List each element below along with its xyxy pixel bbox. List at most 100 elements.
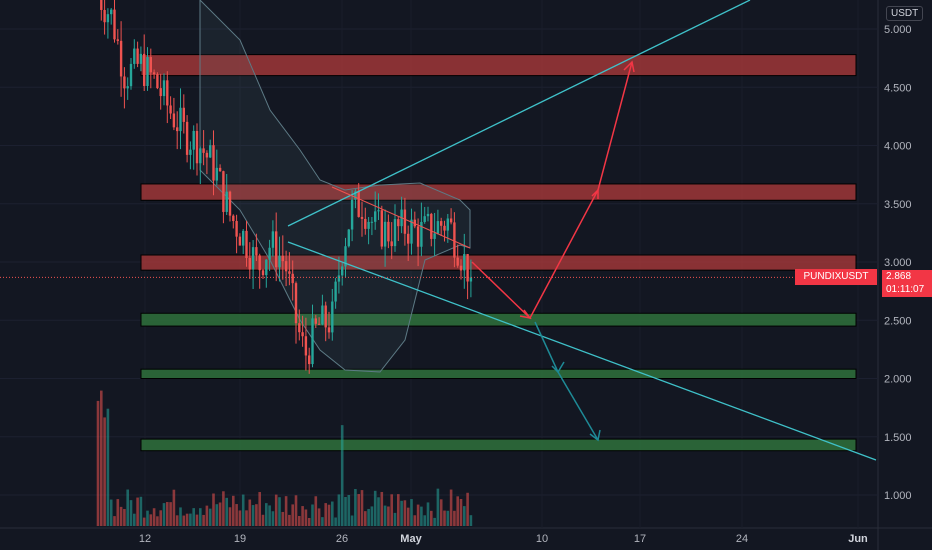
candle-body (449, 218, 453, 223)
candle-body (403, 209, 407, 234)
price-tick-label: 5.000 (884, 24, 912, 36)
date-tick-label: Jun (848, 533, 868, 545)
volume-bar (251, 505, 255, 526)
volume-bar (232, 495, 235, 526)
candle-body (443, 225, 446, 231)
price-tick-label: 4.000 (884, 141, 912, 153)
volume-bar (212, 493, 215, 526)
volume-bar (126, 489, 129, 526)
candle-body (357, 191, 360, 217)
volume-bar (347, 495, 351, 526)
volume-bar (225, 497, 228, 526)
candle-body (433, 233, 436, 239)
trendlines (0, 0, 878, 461)
candle-body (294, 283, 298, 324)
date-tick-label: 17 (634, 533, 646, 545)
volume-bar (218, 502, 222, 526)
volume-bar (284, 496, 288, 526)
date-tick-label: May (400, 533, 422, 545)
resistance-zone (140, 254, 857, 271)
candle-body (456, 257, 459, 266)
volume-bar (142, 517, 146, 526)
candle-body (129, 63, 133, 87)
candle-body (430, 213, 433, 239)
price-tick-label: 4.500 (884, 82, 912, 94)
volume-bar (248, 499, 252, 526)
candle-body (308, 355, 311, 365)
volume-bar (387, 506, 390, 526)
volume-bar (255, 504, 258, 526)
volume-bar (380, 491, 384, 526)
volume-bar (416, 504, 420, 526)
candle-body (238, 236, 242, 246)
band-fill (199, 0, 471, 373)
volume-bar (136, 497, 139, 526)
candle-body (169, 105, 172, 114)
candle-body (337, 275, 341, 282)
candle-body (390, 241, 393, 247)
volume-bar (314, 496, 318, 526)
unit-label[interactable]: USDT (886, 6, 924, 21)
volume-bar (109, 499, 113, 526)
candle-body (218, 167, 222, 172)
candle-body (350, 199, 354, 230)
volume-bar (192, 508, 195, 526)
candle-body (265, 259, 268, 276)
volume-bar (119, 506, 123, 526)
candle-body (255, 247, 258, 256)
candles (100, 0, 473, 374)
candle-body (301, 332, 304, 337)
time-axis[interactable]: 12 19 26 May 10 17 24 Jun (139, 533, 868, 545)
volume-bar (350, 515, 354, 526)
volume-bar (403, 500, 407, 526)
candle-body (374, 211, 377, 222)
candle-body (317, 323, 321, 325)
candle-body (334, 281, 337, 302)
candle-body (377, 210, 380, 212)
candle-body (420, 221, 423, 247)
volume-bar (156, 516, 159, 526)
volume-bar (261, 514, 265, 526)
volume-bar (189, 513, 192, 526)
candle-body (179, 107, 182, 132)
arrow-head (551, 361, 565, 374)
candle-body (446, 218, 449, 231)
volume-bar (123, 509, 126, 526)
candle-body (331, 301, 334, 333)
candle-body (146, 57, 149, 86)
candle-body (380, 210, 383, 247)
candle-body (189, 149, 192, 155)
volume-bar (278, 497, 281, 526)
volume-bar (169, 502, 172, 526)
price-tick-label: 2.500 (884, 315, 912, 327)
volume-bar (199, 508, 202, 526)
candle-body (106, 14, 110, 23)
resistance-zone (140, 183, 857, 201)
volume-bar (340, 425, 344, 526)
support-zone (140, 438, 857, 452)
price-axis[interactable]: 5.000 4.500 4.000 3.500 3.000 2.500 2.000 1.500… (884, 24, 912, 502)
volume-bar (311, 504, 314, 526)
volume-bar (235, 504, 238, 526)
volume-bar (307, 517, 311, 526)
volume-bar (152, 508, 156, 526)
candle-body (136, 48, 139, 64)
volume-bar (106, 408, 110, 526)
volume-bar (393, 512, 397, 526)
candle-body (202, 148, 205, 153)
date-tick-label: 26 (336, 533, 348, 545)
candle-body (459, 265, 463, 271)
candle-body (261, 270, 265, 276)
volume-bar (288, 514, 291, 526)
volume-bar (334, 517, 337, 526)
candle-body (126, 86, 129, 89)
volume-bar (205, 505, 209, 526)
candle-body (288, 271, 291, 274)
price-tick-label: 3.500 (884, 199, 912, 211)
candle-body (268, 247, 271, 260)
volume-bar (179, 507, 182, 526)
candle-body (383, 221, 387, 247)
price-tick-label: 1.000 (884, 490, 912, 502)
candle-body (110, 9, 113, 15)
